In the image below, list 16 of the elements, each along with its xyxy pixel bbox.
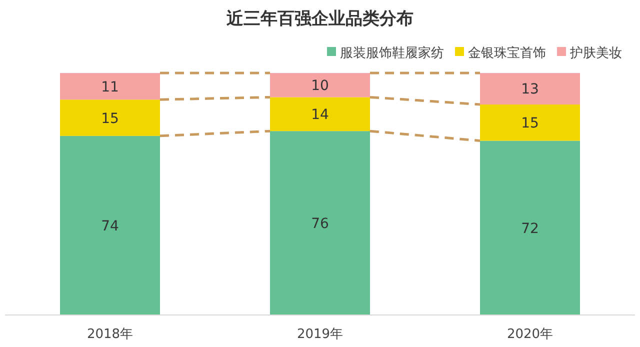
data-label: 76 (311, 216, 329, 232)
x-tick-label: 2018年 (86, 327, 134, 342)
legend-label: 服装服饰鞋履家纺 (340, 45, 444, 61)
title: 近三年百强企业品类分布 (226, 9, 414, 29)
x-tick-label: 2020年 (506, 327, 554, 342)
x-tick-label: 2019年 (296, 327, 344, 342)
data-label: 14 (311, 107, 329, 124)
legend-label: 护肤美妆 (569, 45, 622, 61)
data-label: 15 (101, 110, 119, 127)
data-label: 11 (101, 79, 119, 96)
data-label: 10 (311, 78, 329, 94)
data-label: 74 (101, 218, 119, 234)
legend-label: 金银珠宝首饰 (468, 45, 546, 61)
data-label: 15 (521, 116, 539, 132)
data-label: 72 (521, 220, 539, 237)
data-label: 13 (521, 82, 539, 98)
